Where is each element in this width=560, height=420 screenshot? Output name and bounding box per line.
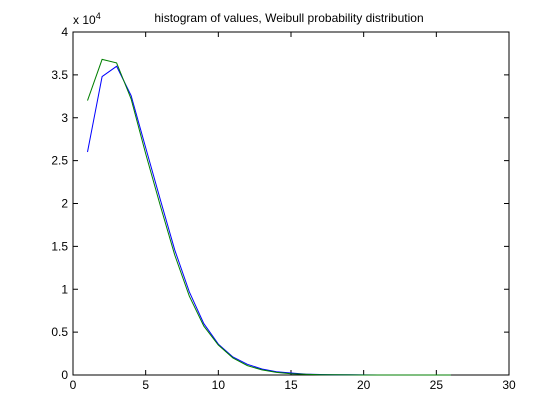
y-multiplier-base: x 10	[73, 13, 96, 27]
y-tick-label: 3.5	[51, 68, 68, 82]
x-tick-label: 0	[70, 378, 77, 392]
y-tick-label: 1.5	[51, 239, 68, 253]
y-axis: 0 0.5 1 1.5 2 2.5 3 3.5 4	[51, 25, 509, 382]
y-tick-label: 2	[61, 197, 68, 211]
y-tick-label: 0	[61, 368, 68, 382]
plot-area	[72, 31, 510, 376]
series-line-2	[87, 58, 451, 376]
x-axis: 0 5 10 15 20 25 30	[70, 32, 516, 392]
x-tick-label: 20	[357, 378, 371, 392]
y-tick-label: 3	[61, 111, 68, 125]
y-tick-label: 2.5	[51, 154, 68, 168]
x-tick-label: 10	[212, 378, 226, 392]
y-multiplier: x 104	[73, 11, 101, 27]
y-tick-label: 4	[61, 25, 68, 39]
y-tick-label: 0.5	[51, 325, 68, 339]
x-tick-label: 5	[142, 378, 149, 392]
y-multiplier-exponent: 4	[96, 11, 101, 21]
chart-title: histogram of values, Weibull probability…	[154, 11, 423, 25]
y-tick-label: 1	[61, 282, 68, 296]
data-series	[87, 58, 451, 376]
x-tick-label: 30	[502, 378, 516, 392]
x-tick-label: 15	[284, 378, 298, 392]
x-tick-label: 25	[430, 378, 444, 392]
